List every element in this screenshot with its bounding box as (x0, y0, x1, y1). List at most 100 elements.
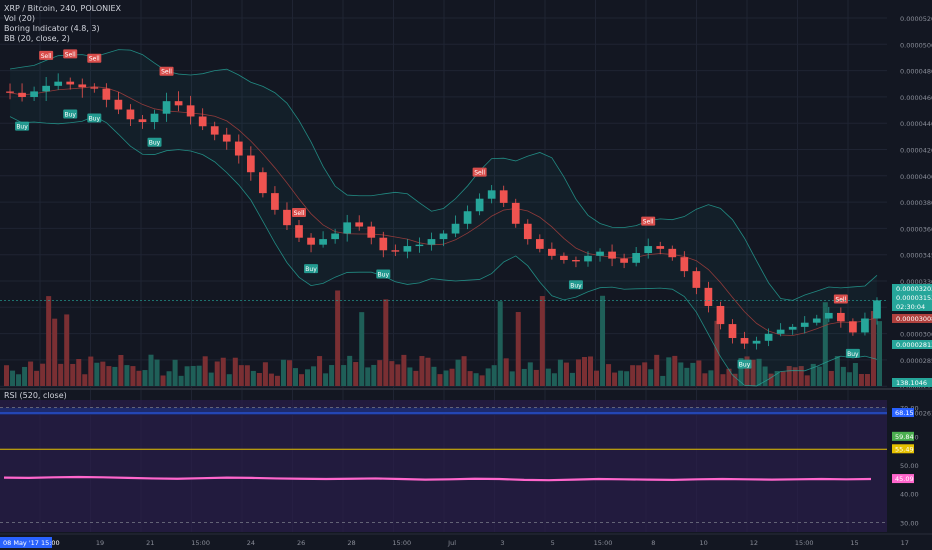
candle-body (560, 255, 568, 260)
candle-body (873, 300, 881, 319)
volume-bar (575, 359, 581, 386)
volume-bar (624, 371, 630, 386)
volume-bar (587, 356, 594, 386)
time-tick: 15 (850, 539, 858, 547)
volume-bar (569, 372, 575, 386)
volume-bar (64, 314, 70, 386)
volume-bar (479, 375, 485, 386)
volume-bar (750, 359, 756, 386)
volume-bar (208, 372, 214, 386)
volume-bar (419, 356, 425, 386)
candle-body (439, 233, 448, 240)
price-label-text: 02:30:04 (896, 303, 925, 311)
price-label-text: 0.00003008 (896, 315, 932, 323)
volume-bar (124, 365, 130, 386)
candle-body (608, 251, 616, 259)
sell-signal (87, 53, 102, 63)
symbol-title[interactable]: XRP / Bitcoin, 240, POLONIEX (4, 4, 121, 13)
time-tick: 15:00 (392, 539, 411, 547)
indicator-vol[interactable]: Vol (20) (4, 14, 35, 23)
price-axis[interactable]: 0.00005200 0.00005000 0.00004800 0.00004600… (900, 15, 932, 418)
sell-signal (159, 66, 174, 76)
sell-signal (39, 50, 54, 60)
volume-bar (690, 362, 696, 386)
volume-bar (684, 367, 690, 386)
volume-bar (383, 299, 389, 386)
price-tick: 0.00003600 (900, 225, 932, 233)
volume-bar (226, 374, 232, 386)
candle-body (861, 318, 869, 333)
candle-body (391, 250, 400, 252)
volume-bar (329, 365, 335, 386)
volume-bar (726, 368, 732, 386)
candle-body (728, 324, 737, 339)
candle-body (837, 312, 845, 322)
rsi-level-label-bg (892, 408, 914, 418)
volume-bar (100, 361, 106, 386)
date-label-bg (0, 537, 52, 548)
candle-body (198, 116, 207, 127)
volume-bar (70, 363, 76, 386)
buy-signal (15, 121, 30, 131)
volume-bar (299, 374, 305, 386)
volume-bar (52, 318, 58, 386)
candle-body (752, 340, 761, 344)
volume-bar (335, 290, 341, 386)
signal-label: Sell (41, 53, 52, 60)
volume-bar (491, 365, 497, 386)
price-tick: 0.00004000 (900, 173, 932, 181)
candle-body (307, 237, 315, 245)
volume-bar (666, 357, 672, 386)
volume-bar (431, 366, 437, 386)
volume-bar (810, 363, 816, 386)
time-axis[interactable]: 19 21 15:00 24 26 28 15:00 Jul 3 5 15:00 8 10 12 15:00… (0, 533, 932, 548)
volume-bar (172, 359, 178, 386)
candle-body (584, 255, 592, 262)
volume-bar (46, 296, 52, 386)
candle-body (6, 91, 14, 93)
time-tick: 15:00 (191, 539, 210, 547)
candle-body (812, 318, 821, 323)
sell-signal (641, 216, 656, 226)
rsi-legend[interactable]: RSI (520, close) (4, 391, 67, 400)
volume-bar (76, 358, 82, 386)
volume-bar (40, 363, 46, 386)
price-tick: 0.00004200 (900, 147, 932, 155)
buy-signal (376, 269, 391, 279)
volume-bar (660, 375, 666, 386)
bb-lower (9, 115, 878, 387)
volume-bar (184, 366, 190, 386)
volume-bar (708, 370, 714, 386)
indicator-boring[interactable]: Boring Indicator (4.8, 3) (4, 24, 100, 33)
candle-body (800, 322, 809, 327)
volume-bar (377, 360, 383, 386)
signal-label: Buy (847, 351, 859, 358)
volume-bar (503, 358, 509, 386)
rsi-background (0, 400, 887, 532)
volume-bar (395, 364, 401, 386)
chart-header: XRP / Bitcoin, 240, POLONIEX Vol (20) Bo… (4, 4, 121, 44)
volume-bar (238, 365, 244, 386)
volume-bar (160, 375, 166, 386)
volume-bar (630, 365, 636, 386)
candle-body (776, 329, 785, 334)
candle-body (788, 326, 797, 330)
volume-bar (720, 374, 726, 386)
signal-label: Sell (474, 170, 485, 177)
time-tick: 19 (96, 539, 104, 547)
sell-signal (63, 49, 78, 59)
time-tick: 15:00 (594, 539, 613, 547)
rsi-level-label: 68.15 (895, 409, 914, 417)
price-label-bg (892, 302, 932, 311)
volume-bar (425, 357, 431, 386)
volume-bar (401, 354, 407, 386)
candle-body (102, 88, 111, 100)
price-tick: 0.00003000 (900, 331, 932, 339)
candle-body (367, 226, 376, 238)
volume-bar (347, 355, 353, 386)
indicator-bb[interactable]: BB (20, close, 2) (4, 34, 70, 43)
volume-bar (539, 296, 545, 386)
volume-bar (702, 373, 708, 386)
volume-bar (371, 364, 377, 386)
